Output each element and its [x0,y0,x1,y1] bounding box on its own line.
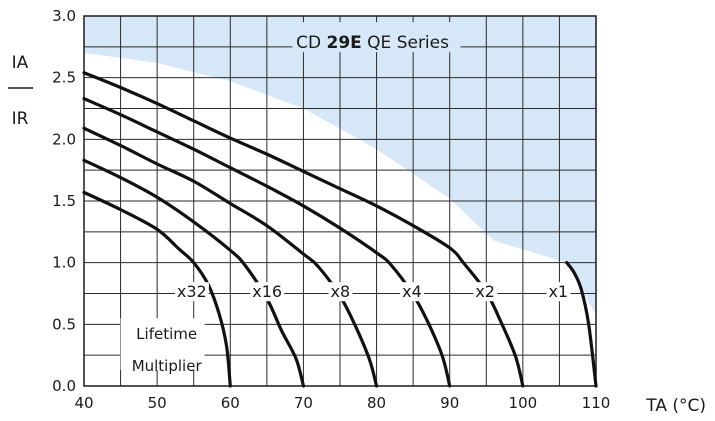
x-axis-label: TA (°C) [645,396,706,416]
series-line-x4 [82,97,452,388]
annotation-line-1: Lifetime [136,325,197,343]
y-tick-label: 2.0 [52,130,76,148]
x-tick-label: 50 [148,394,167,412]
y-tick-label: 0.0 [52,377,76,395]
y-tick-label: 2.5 [52,69,76,87]
series-line-x1 [565,261,598,388]
curve-label-x4: x4 [402,282,422,301]
series-line-x8 [82,126,379,388]
curve-label-x16: x16 [252,282,282,301]
curve-label-x8: x8 [330,282,350,301]
curve-label-backdrop [328,282,353,302]
curve-label-backdrop [174,282,209,302]
curve-label-backdrop [250,282,285,302]
plot-frame [83,15,597,387]
x-tick-label: 80 [367,394,386,412]
x-tick-label: 90 [440,394,459,412]
curve-label-backdrop [473,282,498,302]
x-tick-label: 60 [221,394,240,412]
x-tick-label: 100 [509,394,538,412]
curve-label-x2: x2 [475,282,495,301]
shaded-region [84,16,596,315]
x-tick-label: 110 [582,394,611,412]
chart-title: CD 29E QE Series [296,33,449,53]
chart-title-suffix: QE Series [362,33,449,53]
chart-title-prefix: CD [296,33,326,53]
x-tick-label: 40 [74,394,93,412]
x-tick-label: 70 [294,394,313,412]
curve-label-backdrop [400,282,425,302]
chart-title-bold: 29E [326,33,361,53]
title-backdrop [292,22,461,53]
y-axis-label-numerator: IA [12,53,29,73]
annotation-backdrop [120,318,205,371]
series-line-x16 [82,158,306,388]
y-tick-label: 1.5 [52,192,76,210]
y-tick-label: 3.0 [52,7,76,25]
y-tick-label: 0.5 [52,315,76,333]
curve-label-backdrop [546,282,571,302]
curve-label-x32: x32 [177,282,207,301]
curve-label-x1: x1 [548,282,568,301]
series-line-x32 [82,190,232,388]
annotation-line-2: Multiplier [132,357,203,375]
y-axis-label-denominator: IR [12,109,29,129]
y-tick-label: 1.0 [52,254,76,272]
series-line-x2 [82,71,525,388]
